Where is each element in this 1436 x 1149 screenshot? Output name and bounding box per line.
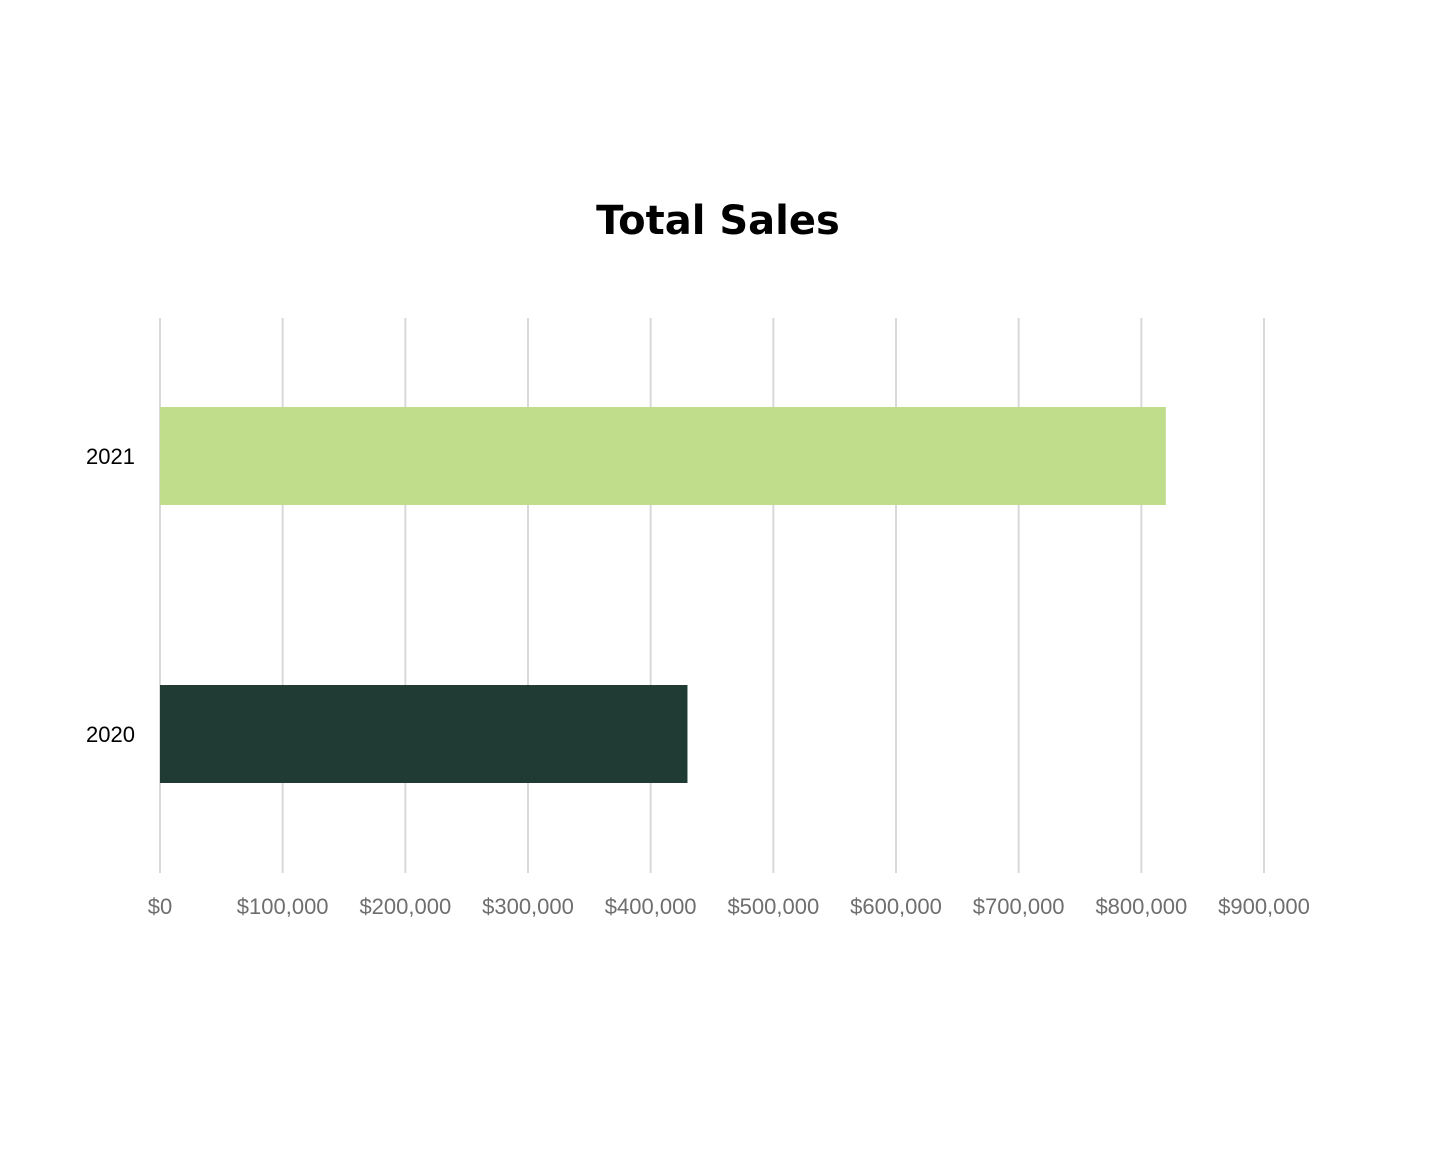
x-tick-label: $100,000 [237, 894, 329, 919]
x-tick-label: $200,000 [359, 894, 451, 919]
category-labels: 2021 2020 [86, 444, 135, 747]
gridlines [159, 318, 1265, 873]
x-tick-label: $800,000 [1095, 894, 1187, 919]
x-tick-label: $400,000 [605, 894, 697, 919]
category-label-2020: 2020 [86, 722, 135, 747]
x-tick-label: $500,000 [727, 894, 819, 919]
x-tick-label: $300,000 [482, 894, 574, 919]
x-tick-label: $600,000 [850, 894, 942, 919]
bars [160, 407, 1166, 783]
category-label-2021: 2021 [86, 444, 135, 469]
x-tick-label: $0 [148, 894, 172, 919]
x-tick-label: $700,000 [973, 894, 1065, 919]
x-tick-label: $900,000 [1218, 894, 1310, 919]
bar-2021 [160, 407, 1166, 505]
bar-2020 [160, 685, 688, 783]
x-axis-tick-labels: $0 $100,000 $200,000 $300,000 $400,000 $500,0… [148, 894, 1310, 919]
chart-title: Total Sales [596, 198, 840, 244]
